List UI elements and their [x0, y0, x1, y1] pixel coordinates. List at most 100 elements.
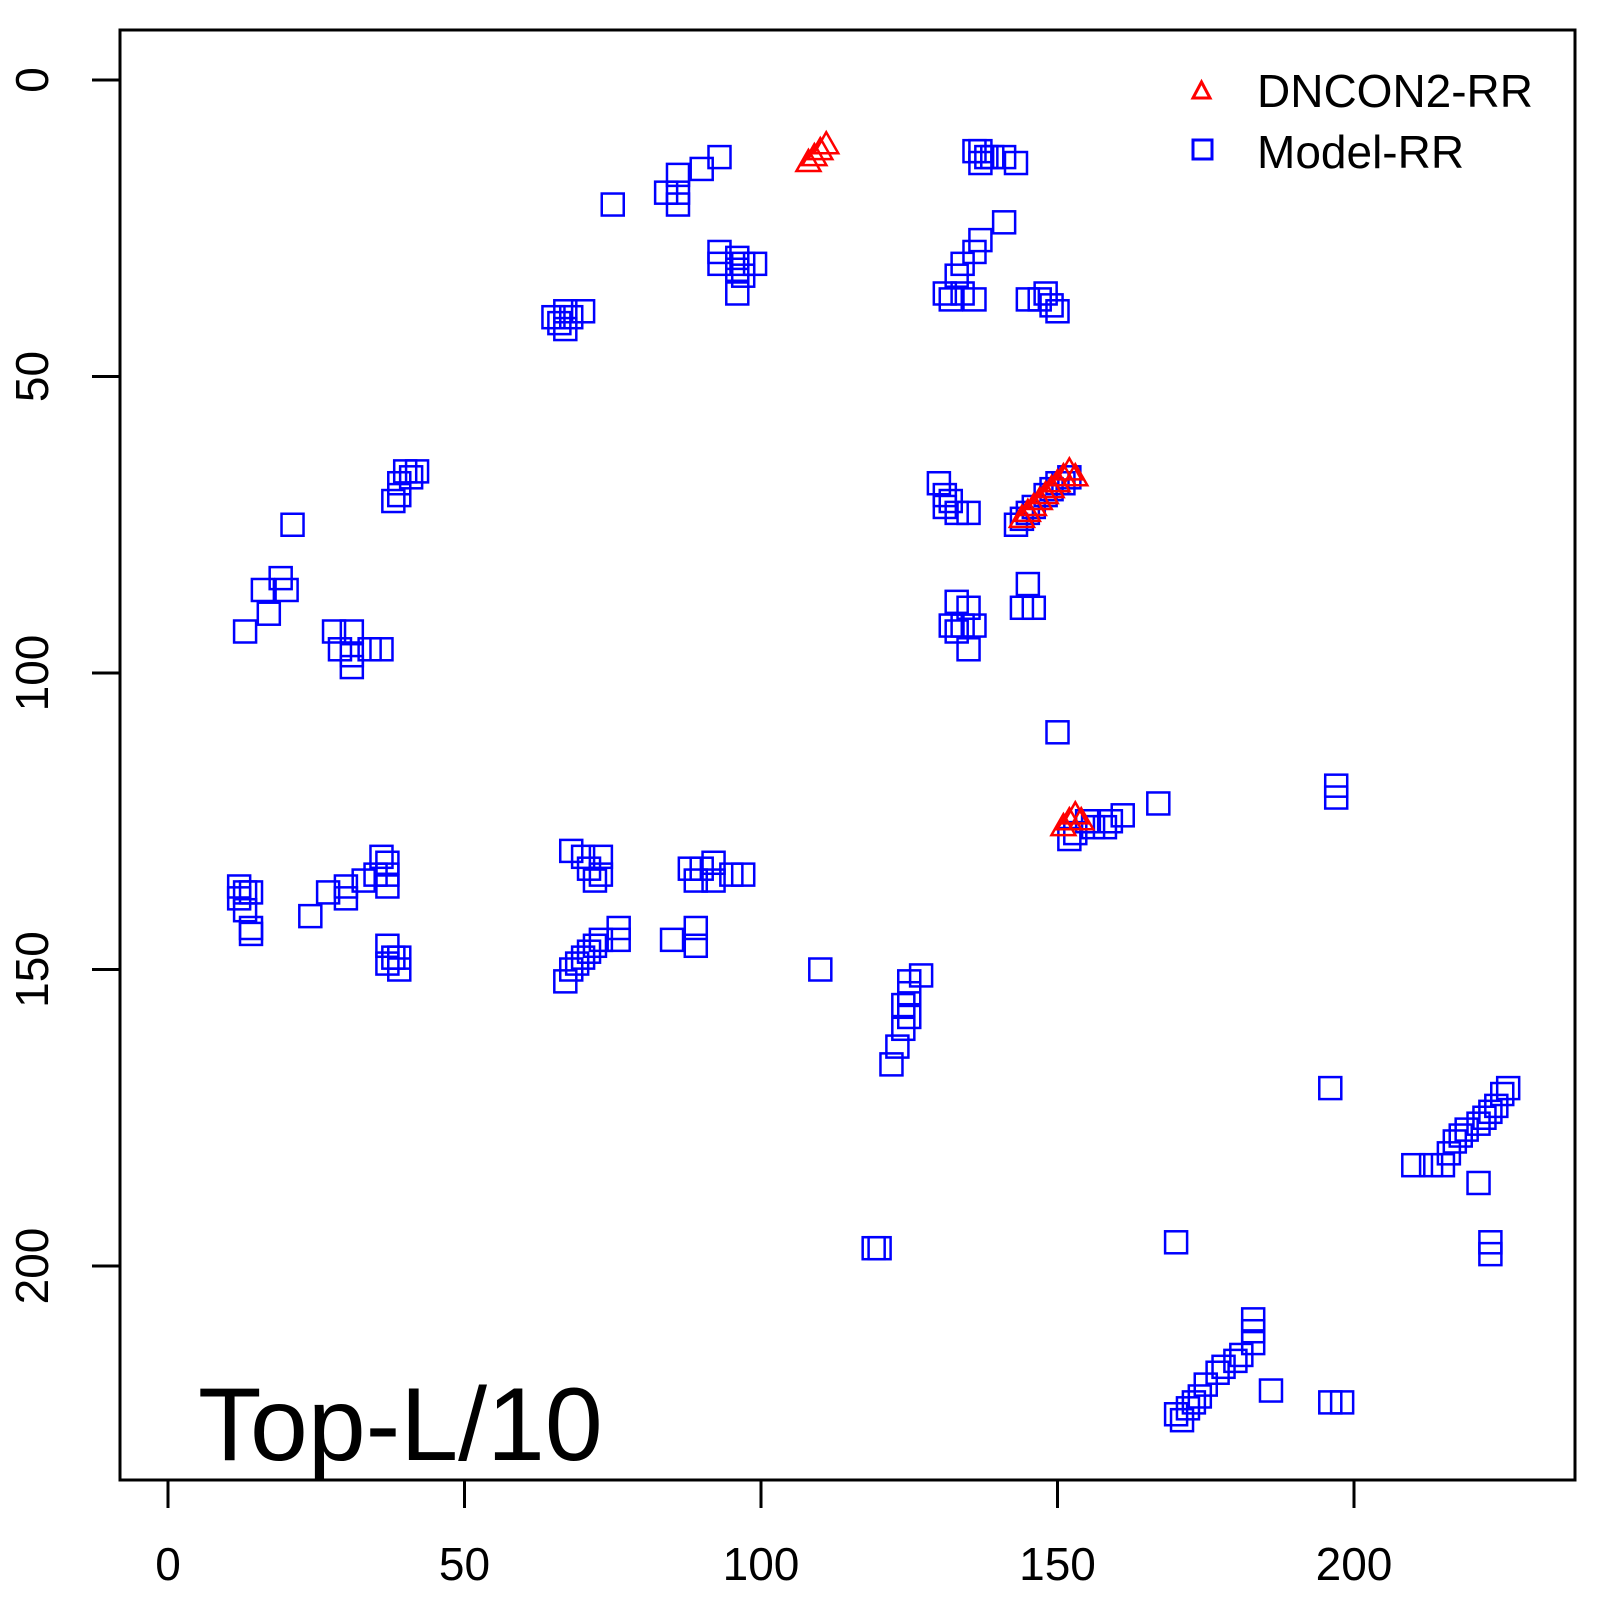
model-rr-point	[1401, 1152, 1426, 1178]
x-tick-label: 0	[155, 1538, 181, 1590]
model-rr-point	[387, 945, 412, 970]
model-rr-point	[808, 957, 833, 982]
dncon2-rr-point	[1037, 473, 1066, 499]
model-rr-point	[298, 903, 323, 929]
model-rr-point	[932, 281, 958, 306]
model-rr-point	[1146, 791, 1171, 816]
model-rr-point	[1098, 809, 1124, 834]
model-rr-point	[701, 868, 726, 893]
dncon2-rr-point	[1049, 811, 1078, 837]
model-rr-point	[707, 251, 732, 277]
dncon2-rr-point	[1043, 467, 1072, 493]
dncon2-rr-point	[1067, 805, 1096, 831]
model-rr-point	[867, 1235, 892, 1261]
model-rr-point	[1080, 814, 1106, 840]
model-rr-point	[891, 1016, 916, 1042]
model-rr-point	[315, 880, 341, 905]
model-rr-point	[1466, 1170, 1491, 1196]
model-rr-point	[665, 192, 691, 217]
legend: DNCON2-RR Model-RR	[1190, 65, 1533, 178]
model-rr-point	[381, 488, 406, 514]
dncon2-rr-point	[1007, 503, 1037, 529]
model-rr-point	[1318, 1075, 1343, 1101]
model-rr-point	[683, 933, 709, 959]
y-tick-label: 150	[6, 931, 58, 1008]
model-rr-point	[683, 868, 709, 893]
model-rr-point	[1039, 293, 1064, 318]
model-rr-point	[956, 595, 981, 621]
model-rr-point	[1258, 1378, 1284, 1403]
legend-triangle-marker	[1190, 78, 1213, 100]
x-tick-label: 150	[1019, 1538, 1096, 1590]
model-rr-point	[280, 512, 305, 537]
model-rr-point	[956, 500, 981, 526]
model-rr-point	[256, 601, 282, 626]
dncon2-rr-point	[1055, 455, 1084, 481]
model-rr-point	[606, 927, 631, 953]
legend-label-dncon2-rr: DNCON2-RR	[1257, 65, 1533, 117]
model-rr-point	[730, 862, 756, 887]
model-rr-point	[1478, 1241, 1503, 1267]
model-rr-point	[339, 654, 365, 680]
dncon2-rr-point	[812, 129, 841, 155]
model-rr-point	[725, 257, 750, 283]
model-rr-point	[588, 862, 614, 887]
dncon2-rr-point	[806, 135, 835, 161]
model-rr-point	[588, 927, 614, 953]
y-tick-label: 0	[6, 67, 58, 93]
model-rr-point	[375, 874, 400, 899]
plot-frame	[118, 28, 1577, 1482]
dncon2-rr-point	[794, 147, 823, 173]
model-rr-point	[387, 482, 412, 508]
model-rr-point	[956, 637, 981, 662]
model-rr-point	[369, 844, 394, 870]
model-rr-point	[570, 299, 596, 324]
y-tick-label: 100	[6, 635, 58, 712]
model-rr-point	[1045, 720, 1070, 745]
x-axis: 0 50 100 150 200	[155, 1478, 1393, 1590]
model-rr-point	[1329, 1390, 1355, 1415]
model-rr-point	[404, 459, 430, 484]
dncon2-rr-point	[1061, 461, 1090, 487]
model-rr-point	[683, 915, 709, 941]
model-rr-point	[250, 577, 276, 603]
x-tick-label: 50	[439, 1538, 490, 1590]
model-rr-point	[1015, 571, 1041, 597]
model-rr-point	[1211, 1354, 1236, 1380]
x-tick-label: 100	[723, 1538, 800, 1590]
legend-label-model-rr: Model-RR	[1257, 126, 1464, 178]
model-rr-point	[962, 287, 987, 312]
model-rr-point	[962, 613, 987, 638]
dncon2-rr-point	[1013, 497, 1043, 523]
dncon2-rr-point	[800, 141, 829, 167]
model-rr-point	[588, 844, 614, 870]
model-rr-point	[1045, 299, 1070, 324]
panel-label: Top-L/10	[198, 1367, 603, 1483]
model-rr-point	[238, 921, 264, 947]
y-axis: 0 50 100 150 200	[6, 67, 122, 1304]
model-rr-point	[879, 1052, 904, 1077]
y-tick-label: 50	[6, 351, 58, 402]
model-rr-point	[238, 880, 264, 905]
model-rr-point	[659, 927, 685, 953]
model-rr-point	[600, 192, 625, 217]
model-rr-point	[730, 263, 756, 288]
model-rr-point	[232, 897, 258, 923]
data-points	[226, 129, 1521, 1433]
dncon2-rr-point	[1019, 491, 1048, 517]
model-rr-point	[1021, 595, 1047, 621]
model-rr-point	[725, 281, 750, 306]
dncon2-rr-point	[1031, 479, 1060, 505]
dncon2-rr-point	[1061, 799, 1090, 825]
model-rr-point	[1003, 150, 1029, 176]
model-rr-point	[232, 619, 258, 644]
x-tick-label: 200	[1316, 1538, 1393, 1590]
model-rr-point	[1418, 1152, 1444, 1178]
model-rr-point	[1169, 1407, 1195, 1433]
model-rr-point	[553, 299, 578, 324]
model-rr-point	[333, 886, 359, 911]
model-rr-point	[274, 577, 299, 603]
model-rr-point	[369, 637, 394, 662]
model-rr-point	[321, 619, 347, 644]
model-rr-point	[582, 933, 608, 959]
